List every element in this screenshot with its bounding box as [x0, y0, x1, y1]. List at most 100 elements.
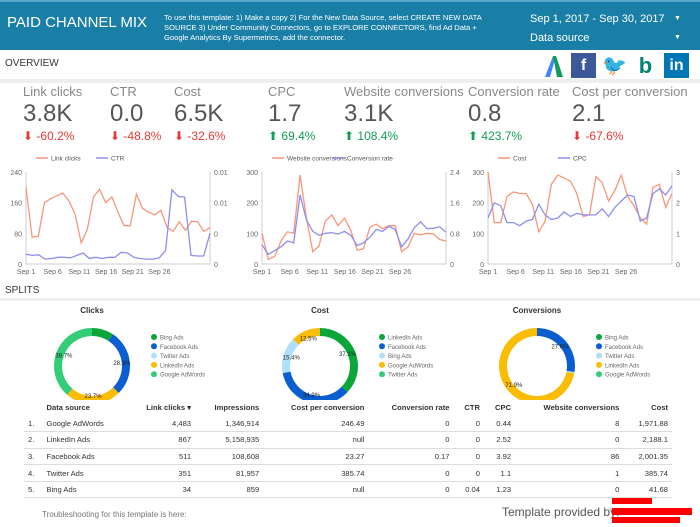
x-tick-label: Sep 1 [479, 269, 497, 275]
table-cell: 5,158,935 [195, 431, 264, 449]
column-header[interactable]: Website conversions [543, 402, 620, 412]
kpi-delta-value: -67.6% [585, 129, 624, 143]
table-cell: 8 [515, 415, 624, 433]
donut-slice [92, 328, 113, 341]
kpi-value: 0.0 [110, 100, 144, 127]
legend-dot [596, 343, 602, 350]
legend-label: Facebook Ads [388, 345, 426, 351]
table-cell: 0 [453, 431, 484, 449]
x-tick-label: Sep 21 [587, 269, 609, 275]
column-header[interactable]: Cost [651, 402, 668, 412]
table-cell: 0.04 [453, 481, 484, 499]
chevron-down-icon[interactable]: ▼ [674, 15, 681, 22]
column-header[interactable]: Impressions [214, 402, 260, 412]
legend-label: LinkedIn Ads [388, 336, 422, 342]
kpi-delta-value: -60.2% [36, 129, 75, 143]
column-header[interactable]: Cost per conversion [291, 402, 365, 412]
x-tick-label: Sep 11 [532, 269, 554, 275]
row-number: 5. [24, 481, 43, 499]
y-tick-label: 240 [10, 170, 22, 177]
date-range-picker[interactable]: Sep 1, 2017 - Sep 30, 2017 [530, 13, 665, 25]
google-adwords-icon [540, 53, 565, 78]
x-tick-label: Sep 16 [560, 269, 582, 275]
column-header[interactable]: Link clicks ▾ [146, 402, 192, 412]
divider [0, 79, 700, 83]
table-cell: 2.52 [484, 431, 516, 449]
table-cell: 2,188.1 [623, 431, 672, 449]
column-header[interactable]: Conversion rate [391, 402, 450, 412]
kpi-label: Website conversions [344, 84, 464, 99]
column-header[interactable]: Data source [46, 402, 91, 412]
legend-label: Twitter Ads [160, 354, 189, 360]
table-row: 1. Google AdWords 4,483 1,346,914 246.49 0 0 0.… [24, 415, 672, 433]
y-tick-label: 300 [472, 170, 484, 177]
y2-tick-label: 3 [676, 170, 680, 177]
kpi-label: CTR [110, 84, 137, 99]
kpi-label: Cost [174, 84, 201, 99]
row-num-header [24, 399, 43, 415]
table-cell: Facebook Ads [42, 448, 127, 466]
donut-slice [320, 328, 358, 393]
report-title: PAID CHANNEL MIX [7, 14, 148, 31]
slice-label: 38.7% [55, 354, 73, 360]
kpi-delta: ⬆ 423.7% [468, 129, 560, 143]
kpi-value: 3.1K [344, 100, 394, 127]
y-tick-label: 100 [246, 231, 258, 238]
legend-label: Twitter Ads [605, 354, 634, 360]
row-number: 1. [24, 415, 43, 433]
kpi-delta: ⬇ -48.8% [110, 129, 161, 143]
column-header[interactable]: CTR [464, 402, 480, 412]
table-cell: 1,346,914 [195, 415, 264, 433]
splits-label: SPLITS [5, 285, 40, 296]
kpi-value: 0.8 [468, 100, 502, 127]
y2-tick-label: 0 [214, 262, 218, 269]
table-cell: 0 [453, 448, 484, 466]
x-tick-label: Sep 6 [506, 269, 524, 275]
kpi-delta-value: 69.4% [281, 129, 316, 143]
y-tick-label: 100 [472, 231, 484, 238]
kpi-value: 3.8K [23, 100, 73, 127]
table-cell: 0 [368, 481, 454, 499]
arrow-up-icon: ⬆ [268, 129, 279, 143]
legend-label: Facebook Ads [605, 345, 643, 351]
donut-title: Cost [311, 306, 329, 315]
x-tick-label: Sep 16 [334, 269, 356, 275]
instructions-text: To use this template: 1) Make a copy 2) … [164, 13, 482, 42]
donut-slice [537, 328, 575, 373]
x-tick-label: Sep 6 [280, 269, 298, 275]
kpi-value: 1.7 [268, 100, 302, 127]
data-table: Data source Link clicks ▾ Impressions Cost … [24, 399, 672, 499]
donut-slice [53, 328, 92, 395]
donut-chart-clicks: Clicks 28.3% 23.7% 38.7% Bing Ads Facebook Ad… [53, 306, 205, 400]
arrow-down-icon: ⬇ [23, 129, 34, 143]
kpi-link-clicks: Link clicks 3.8K ⬇ -60.2% [23, 84, 82, 143]
line-charts: Link clicks CTR 0 0 80 0 160 0.01 240 0.01 Sep 1 Se… [10, 156, 680, 276]
table-cell: 511 [126, 448, 196, 466]
table-cell: 86 [515, 448, 624, 466]
header: PAID CHANNEL MIX To use this template: 1… [0, 0, 700, 50]
legend-dot [379, 343, 385, 350]
data-source-selector[interactable]: Data source [530, 32, 590, 44]
kpi-website-conversions: Website conversions 3.1K ⬆ 108.4% [344, 84, 464, 143]
table-cell: 0 [368, 464, 454, 482]
legend-dot [596, 361, 602, 368]
donut-chart-conversions: Conversions 27.6% 71.9% Bing Ads Facebook Ad… [499, 306, 650, 400]
table-cell: 859 [195, 481, 264, 499]
legend-dot [379, 352, 385, 359]
supermetrics-logo[interactable] [612, 498, 692, 524]
y-tick-label: 200 [472, 201, 484, 208]
chevron-down-icon[interactable]: ▼ [674, 34, 681, 41]
table-cell: 0.44 [484, 415, 516, 433]
legend-dot [151, 361, 157, 368]
legend-label: Google AdWords [160, 373, 205, 379]
slice-label: 23.7% [85, 394, 103, 400]
column-header[interactable]: CPC [495, 402, 512, 412]
table-row: 4. Twitter Ads 351 81,957 385.74 0 0 1.1 1 385.74 [24, 464, 672, 482]
table-cell: 0 [453, 464, 484, 482]
table-cell: 0 [515, 481, 624, 499]
y-tick-label: 300 [246, 170, 258, 177]
kpi-cost-per-conversion: Cost per conversion 2.1 ⬇ -67.6% [572, 84, 688, 143]
y-tick-label: 0 [254, 262, 258, 269]
donut-slice [282, 339, 299, 374]
x-tick-label: Sep 26 [615, 269, 637, 275]
